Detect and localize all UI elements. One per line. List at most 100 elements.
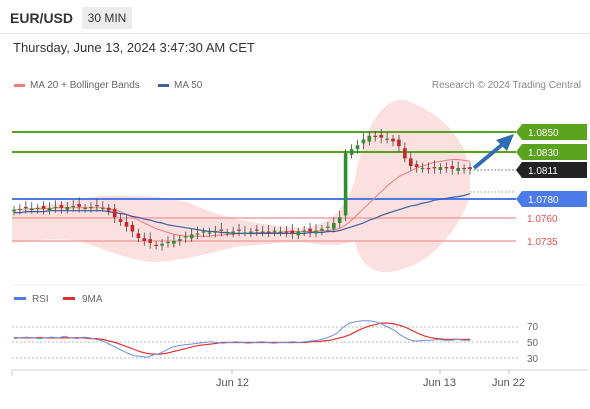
price-label-text: 1.0811 bbox=[528, 166, 558, 177]
price-label-1-0760: 1.0760 bbox=[527, 214, 558, 225]
rsi-ma9-line bbox=[14, 322, 470, 355]
rsi-level-50: 50 bbox=[527, 338, 539, 349]
x-label-jun12: Jun 12 bbox=[216, 377, 249, 389]
candle-up bbox=[207, 232, 212, 234]
candle-down bbox=[409, 158, 413, 167]
datetime-label: Thursday, June 13, 2024 3:47:30 AM CET bbox=[13, 40, 255, 55]
candle-up bbox=[225, 232, 229, 234]
candle-up bbox=[249, 231, 253, 233]
candles-group bbox=[12, 129, 472, 251]
timeframe-button[interactable]: 30 MIN bbox=[82, 7, 132, 29]
candle-up bbox=[166, 241, 170, 244]
research-credit: Research © 2024 Trading Central bbox=[431, 80, 581, 91]
legend-ma50-label: MA 50 bbox=[174, 80, 203, 91]
candle-up bbox=[243, 232, 247, 234]
candle-up bbox=[438, 167, 443, 170]
candle-up bbox=[314, 230, 318, 234]
candle-down bbox=[397, 139, 401, 147]
candle-down bbox=[136, 233, 141, 239]
candle-down bbox=[154, 244, 158, 246]
price-label-current: 1.0811 bbox=[516, 162, 587, 178]
candle-up bbox=[343, 152, 348, 216]
candle-down bbox=[426, 168, 431, 170]
candle-down bbox=[373, 135, 377, 137]
candle-up bbox=[361, 139, 366, 144]
rsi-legend: RSI 9MA bbox=[14, 294, 103, 305]
candle-down bbox=[462, 168, 466, 170]
candle-down bbox=[255, 229, 259, 231]
price-label-1-0830: 1.0830 bbox=[516, 144, 587, 160]
candle-down bbox=[237, 229, 241, 231]
ma9-legend-label: 9MA bbox=[82, 294, 103, 305]
legend-ma50: MA 50 bbox=[158, 80, 202, 91]
candle-down bbox=[148, 239, 152, 243]
candle-up bbox=[47, 207, 52, 211]
candle-down bbox=[112, 208, 117, 218]
candle-up bbox=[213, 231, 218, 233]
candle-up bbox=[65, 206, 70, 210]
target-arrow bbox=[472, 134, 514, 170]
candle-down bbox=[118, 219, 123, 222]
price-label-1-0850: 1.0850 bbox=[516, 124, 587, 140]
candle-up bbox=[320, 228, 324, 231]
candle-up bbox=[183, 236, 188, 238]
candle-up bbox=[420, 168, 425, 170]
candle-up bbox=[278, 231, 283, 233]
candle-down bbox=[432, 167, 437, 169]
candle-up bbox=[231, 231, 235, 233]
chart-header: EUR/USD 30 MIN bbox=[0, 0, 590, 34]
candle-down bbox=[391, 138, 395, 142]
price-label-1-0780: 1.0780 bbox=[516, 191, 587, 207]
candle-up bbox=[53, 206, 58, 209]
candle-up bbox=[89, 206, 93, 209]
rsi-level-30: 30 bbox=[527, 354, 539, 365]
candle-down bbox=[444, 167, 449, 169]
candle-down bbox=[95, 205, 99, 207]
candle-up bbox=[83, 207, 87, 209]
candle-down bbox=[414, 164, 419, 167]
candle-up bbox=[332, 223, 336, 229]
legend-ma20: MA 20 + Bollinger Bands bbox=[14, 80, 140, 91]
candle-up bbox=[195, 233, 200, 235]
ma20-swatch bbox=[14, 83, 25, 87]
candle-up bbox=[355, 145, 360, 150]
rsi-line bbox=[13, 320, 470, 358]
candle-down bbox=[290, 230, 295, 234]
candle-down bbox=[124, 222, 129, 227]
price-label-text: 1.0780 bbox=[528, 195, 559, 206]
candle-up bbox=[456, 168, 460, 171]
rsi-legend-label: RSI bbox=[32, 294, 49, 305]
candle-down bbox=[379, 134, 383, 138]
candle-down bbox=[142, 238, 147, 241]
candle-up bbox=[337, 217, 342, 223]
candle-up bbox=[201, 231, 206, 233]
bollinger-band bbox=[12, 99, 470, 273]
candle-up bbox=[296, 231, 301, 236]
candle-down bbox=[59, 205, 64, 208]
candle-down bbox=[219, 229, 224, 231]
candle-up bbox=[367, 135, 372, 142]
symbol-title: EUR/USD bbox=[10, 10, 74, 26]
candle-up bbox=[178, 239, 182, 241]
candle-down bbox=[24, 206, 28, 209]
candle-down bbox=[266, 231, 271, 233]
price-label-text: 1.0830 bbox=[528, 148, 559, 159]
candle-up bbox=[385, 138, 389, 140]
candle-down bbox=[77, 204, 81, 207]
candle-up bbox=[18, 208, 22, 210]
candle-up bbox=[172, 241, 176, 244]
candle-down bbox=[468, 167, 472, 169]
candle-down bbox=[130, 224, 135, 232]
candle-up bbox=[302, 230, 306, 232]
rsi-level-70: 70 bbox=[527, 322, 539, 333]
candle-down bbox=[308, 228, 312, 232]
candle-up bbox=[160, 243, 164, 246]
price-label-1-0735: 1.0735 bbox=[527, 237, 558, 248]
candle-up bbox=[189, 234, 194, 239]
ma9-swatch bbox=[63, 297, 75, 300]
header-divider bbox=[0, 33, 590, 34]
candle-up bbox=[260, 231, 265, 233]
price-label-text: 1.0850 bbox=[528, 128, 559, 139]
